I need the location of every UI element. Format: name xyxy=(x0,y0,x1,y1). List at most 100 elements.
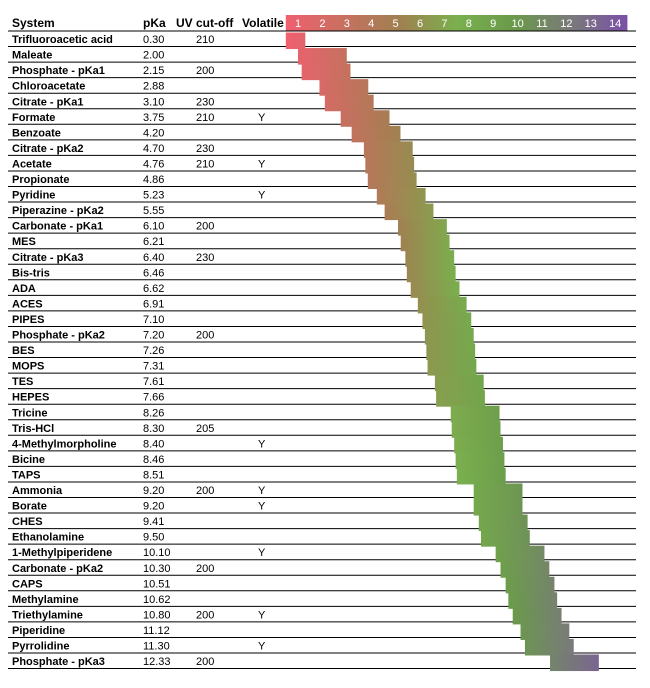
pka-value: 2.88 xyxy=(143,81,164,93)
ph-range-bar xyxy=(478,514,528,532)
pka-value: 10.30 xyxy=(143,563,171,575)
pka-value: 8.26 xyxy=(143,407,164,419)
pka-value: 10.10 xyxy=(143,547,171,559)
system-name: Acetate xyxy=(12,158,52,170)
ph-range-bar xyxy=(406,265,456,283)
pka-value: 8.30 xyxy=(143,423,164,435)
ph-range-bar xyxy=(454,436,503,454)
system-name: Ethanolamine xyxy=(12,532,84,544)
pka-value: 9.50 xyxy=(143,532,164,544)
pka-value: 8.51 xyxy=(143,469,164,481)
ph-range-bar xyxy=(376,188,426,205)
x-tick-label: 14 xyxy=(609,18,621,30)
ph-range-bar xyxy=(451,421,501,438)
ph-scale-gradient-strip xyxy=(285,15,628,31)
ph-range-bar xyxy=(508,592,558,609)
system-name: Trifluoroacetic acid xyxy=(12,34,113,46)
header-system: System xyxy=(12,16,55,30)
volatile-flag: Y xyxy=(258,438,266,450)
ph-range-bar xyxy=(384,203,434,221)
ph-range-bar xyxy=(319,79,369,96)
pka-value: 9.20 xyxy=(143,501,164,513)
uv-cutoff-value: 200 xyxy=(196,563,214,575)
x-tick-label: 1 xyxy=(295,18,301,30)
ph-range-bar xyxy=(340,110,390,127)
system-name: ADA xyxy=(12,283,36,295)
pka-value: 12.33 xyxy=(143,656,171,668)
ph-range-bar xyxy=(298,48,347,65)
header-row: System pKa UV cut-off Volatile xyxy=(12,16,284,30)
pka-value: 3.75 xyxy=(143,112,164,124)
pka-value: 6.21 xyxy=(143,236,164,248)
pka-value: 7.10 xyxy=(143,314,164,326)
table-rows: Trifluoroacetic acid 0.30 210 Maleate 2.00 Ph… xyxy=(12,34,266,668)
system-name: TAPS xyxy=(12,469,41,481)
pka-value: 8.46 xyxy=(143,454,164,466)
header-volatile: Volatile xyxy=(242,16,284,30)
pka-value: 7.61 xyxy=(143,376,164,388)
header-pka: pKa xyxy=(143,16,166,30)
pka-value: 4.76 xyxy=(143,158,164,170)
uv-cutoff-value: 210 xyxy=(196,112,214,124)
pka-value: 4.20 xyxy=(143,127,164,139)
uv-cutoff-value: 210 xyxy=(196,158,214,170)
pka-value: 10.80 xyxy=(143,609,171,621)
uv-cutoff-value: 205 xyxy=(196,423,214,435)
pka-value: 2.15 xyxy=(143,65,164,77)
uv-cutoff-value: 230 xyxy=(196,252,214,264)
volatile-flag: Y xyxy=(258,609,266,621)
volatile-flag: Y xyxy=(258,547,266,559)
system-name: Phosphate - pKa3 xyxy=(12,656,105,668)
system-name: Bicine xyxy=(12,454,45,466)
ph-scale-bar: 1 2 3 4 5 6 7 8 9 10 11 12 13 14 xyxy=(285,15,628,31)
pka-value: 11.30 xyxy=(143,641,170,653)
system-name: Piperidine xyxy=(12,625,65,637)
ph-range-bars xyxy=(285,32,599,672)
system-name: Ammonia xyxy=(12,485,63,497)
system-name: Citrate - pKa1 xyxy=(12,96,84,108)
ph-range-bar xyxy=(365,156,415,174)
pka-value: 6.10 xyxy=(143,221,164,233)
ph-range-bar xyxy=(495,545,545,563)
system-name: 1-Methylpiperidene xyxy=(12,547,112,559)
pka-value: 11.12 xyxy=(143,625,170,637)
x-tick-label: 10 xyxy=(511,18,523,30)
system-name: HEPES xyxy=(12,392,49,404)
ph-range-bar xyxy=(456,467,506,485)
system-name: Piperazine - pKa2 xyxy=(12,205,104,217)
pka-value: 9.41 xyxy=(143,516,164,528)
system-name: Pyrrolidine xyxy=(12,641,69,653)
ph-range-bar xyxy=(427,359,477,376)
uv-cutoff-value: 200 xyxy=(196,656,214,668)
ph-range-bar xyxy=(324,94,374,112)
ph-range-bar xyxy=(524,638,574,656)
uv-cutoff-value: 230 xyxy=(196,96,214,108)
system-name: Methylamine xyxy=(12,594,79,606)
uv-cutoff-value: 200 xyxy=(196,65,214,77)
ph-range-bar xyxy=(436,390,485,407)
system-name: Bis-tris xyxy=(12,267,50,279)
x-tick-label: 9 xyxy=(490,18,496,30)
pka-value: 7.26 xyxy=(143,345,164,357)
volatile-flag: Y xyxy=(258,158,266,170)
x-tick-label: 11 xyxy=(536,18,547,30)
ph-range-bar xyxy=(367,172,417,189)
volatile-flag: Y xyxy=(258,112,266,124)
ph-range-bar xyxy=(405,250,455,267)
pka-value: 9.20 xyxy=(143,485,164,497)
ph-range-bar xyxy=(500,561,550,578)
pka-value: 6.46 xyxy=(143,267,164,279)
ph-range-bar xyxy=(455,452,505,469)
pka-value: 3.10 xyxy=(143,96,164,108)
uv-cutoff-value: 210 xyxy=(196,34,214,46)
ph-range-bar xyxy=(426,343,476,361)
ph-range-bar xyxy=(417,296,467,314)
system-name: MOPS xyxy=(12,361,44,373)
ph-range-bar xyxy=(301,63,351,81)
header-uv-cutoff: UV cut-off xyxy=(176,16,234,30)
x-tick-label: 5 xyxy=(393,18,399,30)
system-name: CHES xyxy=(12,516,43,528)
system-name: Formate xyxy=(12,112,55,124)
x-tick-label: 4 xyxy=(368,18,374,30)
ph-range-bar xyxy=(481,530,530,547)
